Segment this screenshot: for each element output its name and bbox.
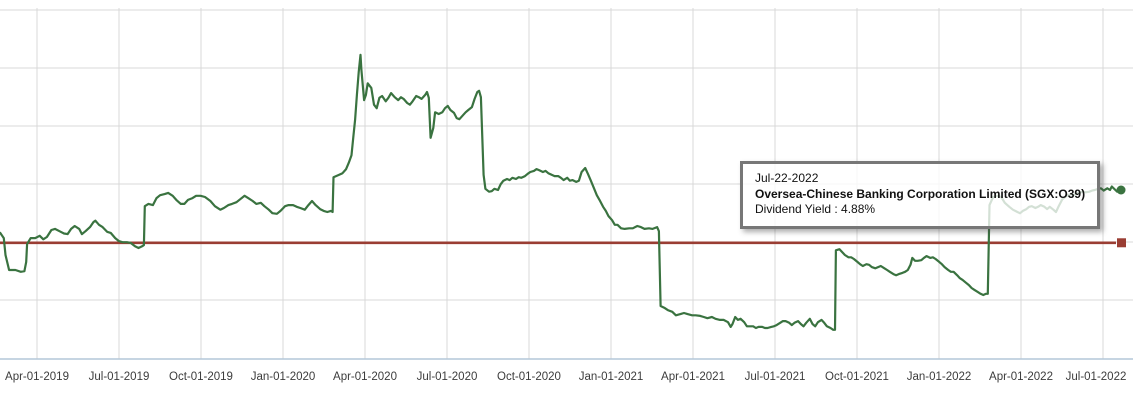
x-axis-label: Jul-01-2019	[88, 371, 150, 383]
x-axis-label: Oct-01-2020	[497, 371, 561, 383]
x-axis-label: Apr-01-2019	[5, 371, 69, 383]
x-axis-label: Oct-01-2019	[169, 371, 233, 383]
x-axis-label: Apr-01-2021	[661, 371, 725, 383]
x-axis-label: Apr-01-2020	[333, 371, 397, 383]
x-axis-label: Apr-01-2022	[989, 371, 1053, 383]
x-axis-label: Jul-01-2020	[416, 371, 478, 383]
tooltip-date: Jul-22-2022	[755, 171, 819, 185]
dividend-yield-line	[0, 53, 1124, 331]
x-axis-label: Oct-01-2021	[825, 371, 889, 383]
tooltip-metric-value: Dividend Yield : 4.88%	[755, 202, 876, 216]
x-axis-label: Jan-01-2021	[578, 371, 644, 383]
x-axis-label: Jan-01-2022	[906, 371, 972, 383]
tooltip-series-name: Oversea-Chinese Banking Corporation Limi…	[755, 186, 1086, 201]
x-axis-label: Jan-01-2020	[250, 371, 316, 383]
x-axis-label: Jul-01-2022	[1065, 371, 1127, 383]
x-axis-label: Jul-01-2021	[744, 371, 806, 383]
series-end-dot-marker	[1116, 185, 1126, 195]
hover-tooltip: Jul-22-2022 Oversea-Chinese Banking Corp…	[740, 161, 1101, 229]
reference-line-end-marker	[1117, 238, 1126, 248]
